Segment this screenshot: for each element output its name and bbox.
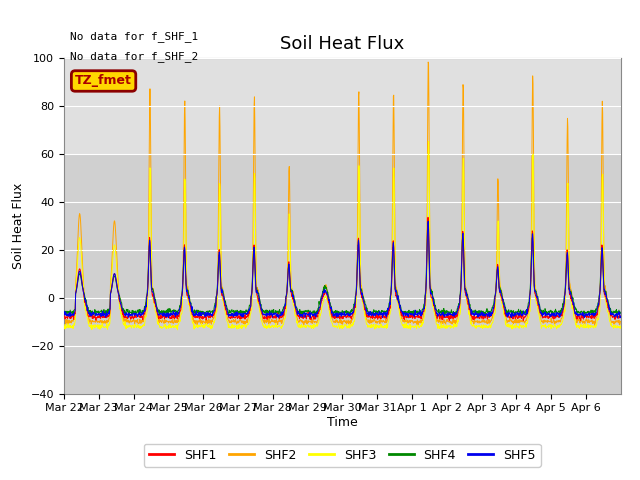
Text: No data for f_SHF_2: No data for f_SHF_2 xyxy=(70,51,198,62)
Legend: SHF1, SHF2, SHF3, SHF4, SHF5: SHF1, SHF2, SHF3, SHF4, SHF5 xyxy=(144,444,541,467)
Bar xyxy=(64,154,621,394)
Text: No data for f_SHF_1: No data for f_SHF_1 xyxy=(70,31,198,42)
Title: Soil Heat Flux: Soil Heat Flux xyxy=(280,35,404,53)
Y-axis label: Soil Heat Flux: Soil Heat Flux xyxy=(12,182,25,269)
Text: TZ_fmet: TZ_fmet xyxy=(75,74,132,87)
X-axis label: Time: Time xyxy=(327,416,358,429)
Bar xyxy=(64,58,621,154)
